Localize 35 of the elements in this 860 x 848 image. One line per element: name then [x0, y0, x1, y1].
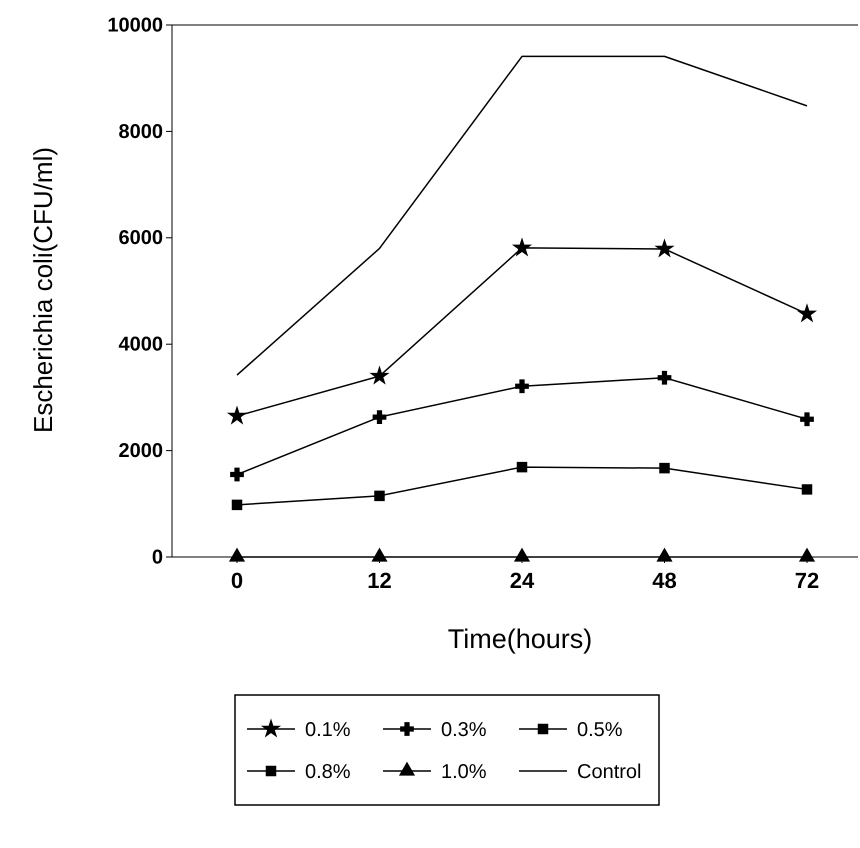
- point: [515, 379, 529, 394]
- point: [658, 370, 672, 385]
- y-tick-label: 10000: [107, 14, 163, 36]
- point: [230, 468, 244, 482]
- y-tick-label: 0: [152, 546, 163, 568]
- x-tick-label: 48: [652, 568, 677, 593]
- y-axis-title: Escherichia coli(CFU/ml): [28, 146, 58, 434]
- legend-label: 0.1%: [305, 719, 351, 741]
- point: [659, 462, 670, 474]
- legend-label: 0.5%: [577, 719, 623, 741]
- x-axis-title: Time(hours): [448, 624, 592, 654]
- x-tick-label: 24: [510, 568, 535, 593]
- x-tick-label: 12: [367, 568, 392, 593]
- y-tick-label: 8000: [118, 120, 163, 143]
- point: [232, 500, 242, 510]
- point: [800, 412, 814, 426]
- y-tick-label: 2000: [118, 440, 163, 462]
- y-tick-label: 6000: [118, 227, 163, 250]
- point: [370, 366, 389, 384]
- point: [374, 490, 385, 502]
- x-tick-label: 0: [230, 568, 244, 593]
- legend-label: Control: [577, 761, 642, 783]
- point: [655, 240, 674, 257]
- legend-label: 1.0%: [441, 761, 487, 783]
- point: [228, 406, 246, 424]
- line-series: [236, 56, 808, 376]
- x-tick-label: 72: [794, 568, 820, 593]
- legend-label: 0.3%: [441, 719, 487, 741]
- y-tick-label: 4000: [118, 334, 163, 356]
- point: [802, 484, 812, 495]
- point: [516, 462, 528, 472]
- point: [512, 238, 532, 256]
- point: [798, 304, 816, 322]
- point: [372, 410, 386, 424]
- legend-label: 0.8%: [305, 761, 351, 783]
